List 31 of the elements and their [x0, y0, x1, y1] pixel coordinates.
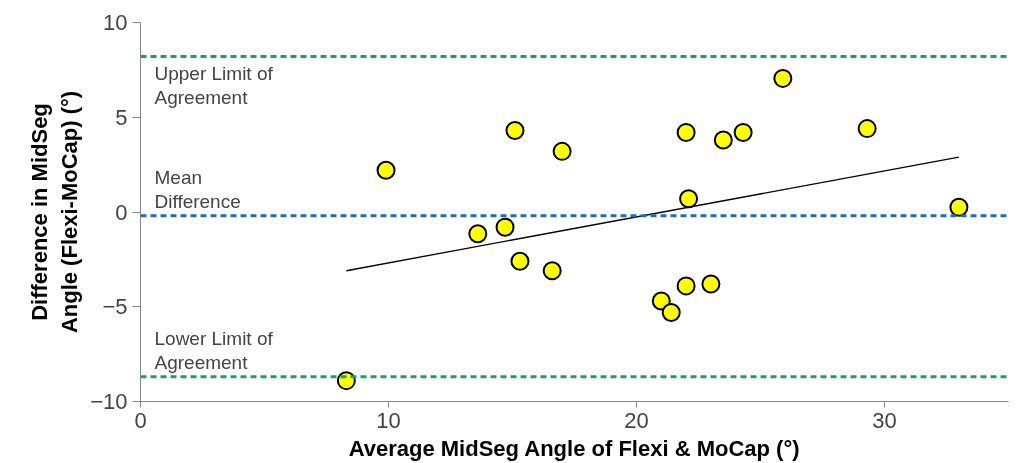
point: [773, 68, 793, 88]
point: [495, 217, 515, 237]
point: [376, 160, 396, 180]
point: [676, 122, 696, 142]
point: [949, 197, 969, 217]
point: [679, 189, 699, 209]
x-tick-label: 0: [134, 407, 147, 433]
point: [552, 141, 572, 161]
point: [676, 276, 696, 296]
y-axis-title: Difference in MidSeg Angle (Flexi-MoCap) (°): [27, 90, 83, 334]
point: [468, 224, 488, 244]
x-tick-label: 10: [376, 407, 401, 433]
ref-line-label: Mean Difference: [154, 166, 241, 212]
point: [733, 122, 753, 142]
y-tick-label: −10: [90, 389, 128, 414]
point: [661, 302, 681, 322]
point: [542, 261, 562, 281]
point: [510, 251, 530, 271]
y-tick-label: 5: [115, 104, 128, 130]
point: [505, 121, 525, 140]
x-tick-label: 30: [872, 407, 897, 433]
x-axis-title: Average MidSeg Angle of Flexi & MoCap (°): [348, 435, 800, 461]
ref-line-label: Lower Limit of Agreement: [154, 327, 274, 373]
point: [713, 130, 733, 150]
y-tick-label: 10: [103, 10, 128, 35]
y-tick-label: −5: [102, 294, 128, 320]
point: [857, 119, 877, 139]
x-tick-label: 20: [624, 407, 649, 433]
point: [701, 274, 721, 294]
ref-line-label: Upper Limit of Agreement: [154, 62, 274, 108]
y-tick-label: 0: [115, 199, 128, 225]
